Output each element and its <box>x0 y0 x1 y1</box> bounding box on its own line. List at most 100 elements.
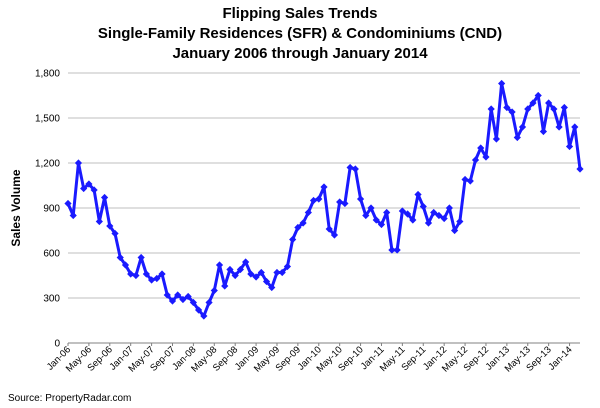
data-point <box>163 291 171 299</box>
data-point <box>576 165 584 173</box>
data-point <box>189 298 197 307</box>
y-tick-label: 900 <box>43 204 60 215</box>
data-point <box>80 184 88 193</box>
data-point <box>262 277 271 286</box>
data-point <box>64 199 72 208</box>
data-point <box>545 99 553 107</box>
data-point <box>466 177 474 185</box>
data-point <box>362 211 370 220</box>
data-point <box>106 222 114 230</box>
data-point <box>215 261 224 269</box>
data-point <box>205 298 213 307</box>
data-point <box>273 268 281 277</box>
data-point <box>320 183 328 191</box>
data-point <box>565 142 574 151</box>
data-point <box>90 186 98 194</box>
chart-title-line-1: Flipping Sales Trends <box>222 5 377 22</box>
data-point <box>153 274 161 283</box>
data-point <box>168 297 177 305</box>
data-point <box>461 175 469 184</box>
chart-title-line-2: Single-Family Residences (SFR) & Condomi… <box>98 25 502 42</box>
data-point <box>388 246 396 254</box>
data-point <box>242 258 250 266</box>
data-point <box>524 105 532 113</box>
data-point <box>529 99 537 107</box>
data-point <box>299 219 307 227</box>
data-point <box>247 270 255 278</box>
data-point <box>85 180 93 188</box>
data-point <box>377 220 386 229</box>
data-point <box>341 199 349 208</box>
data-point <box>289 235 297 244</box>
data-point <box>147 276 156 284</box>
data-point <box>283 262 292 271</box>
data-point <box>456 217 464 226</box>
y-tick-label: 300 <box>43 294 60 305</box>
data-point <box>424 219 433 227</box>
data-point <box>137 253 145 262</box>
data-point <box>508 108 516 116</box>
data-point <box>435 211 443 220</box>
data-point <box>221 282 229 290</box>
data-point <box>393 246 401 254</box>
data-point <box>398 207 406 215</box>
data-point <box>278 268 286 277</box>
y-axis-label: Sales Volume <box>9 169 23 246</box>
data-point <box>315 195 323 203</box>
y-tick-label: 1,500 <box>35 114 60 125</box>
data-point <box>294 223 302 232</box>
y-tick-label: 1,800 <box>35 69 60 80</box>
data-point <box>430 208 438 217</box>
y-tick-label: 0 <box>54 339 60 350</box>
data-point <box>419 202 427 211</box>
data-point <box>550 105 558 113</box>
data-point <box>116 253 124 262</box>
data-point <box>367 204 375 212</box>
x-tick-label: Jan-14 <box>546 344 574 372</box>
data-point <box>74 159 83 167</box>
y-tick-label: 1,200 <box>35 159 60 170</box>
data-point <box>477 144 485 152</box>
data-point <box>555 123 563 131</box>
data-point <box>539 127 548 136</box>
source-note: Source: PropertyRadar.com <box>8 393 131 404</box>
data-point <box>257 268 265 277</box>
data-point <box>451 226 459 235</box>
data-point <box>487 105 495 113</box>
data-point <box>195 306 203 314</box>
data-point <box>440 214 448 223</box>
data-point <box>200 312 208 320</box>
data-point <box>503 103 511 112</box>
chart-title: Flipping Sales Trends Single-Family Resi… <box>98 5 502 62</box>
data-point <box>330 231 339 239</box>
data-point <box>351 165 359 173</box>
data-point <box>69 211 77 220</box>
data-point <box>372 216 380 224</box>
data-point <box>356 195 365 203</box>
data-point <box>236 265 245 274</box>
data-point <box>336 198 344 206</box>
data-point <box>184 292 192 301</box>
data-point <box>100 193 109 202</box>
data-point <box>127 270 135 278</box>
data-point <box>492 135 501 143</box>
x-axis-tick-labels: Jan-06May-06Sep-06Jan-07May-07Sep-07Jan-… <box>45 343 575 375</box>
series-sales-volume <box>64 79 584 320</box>
data-point <box>132 271 140 280</box>
data-point <box>142 270 150 278</box>
data-point <box>210 286 218 295</box>
data-point <box>513 133 521 142</box>
data-point <box>403 210 412 218</box>
y-tick-label: 600 <box>43 249 60 260</box>
data-point <box>560 103 568 112</box>
data-point <box>309 196 318 205</box>
data-point <box>383 208 391 217</box>
data-point <box>409 216 417 224</box>
data-point <box>482 153 490 161</box>
data-point <box>121 261 130 269</box>
data-point <box>571 123 579 131</box>
data-point <box>304 208 312 217</box>
chart-title-line-3: January 2006 through January 2014 <box>172 45 428 62</box>
data-point <box>95 217 103 226</box>
